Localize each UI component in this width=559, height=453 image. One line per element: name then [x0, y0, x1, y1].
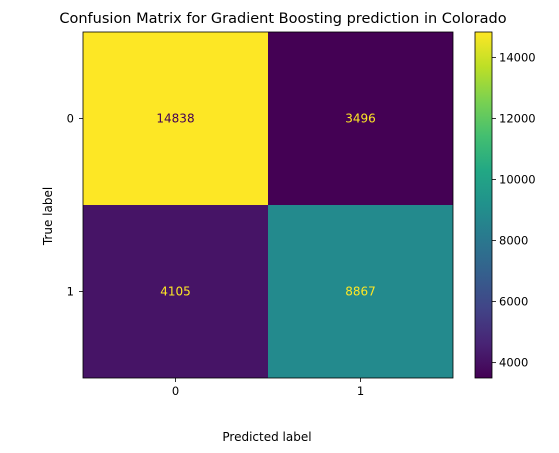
colorbar-tick-label: 12000 — [499, 112, 536, 126]
y-tick-label: 0 — [67, 112, 74, 126]
matrix-axes: 0 1 0 1 — [67, 31, 454, 398]
colorbar: 4000 6000 8000 10000 12000 14000 — [474, 31, 536, 379]
matrix-cell — [83, 205, 268, 378]
matrix-cell — [83, 32, 268, 205]
cell-value-label: 4105 — [160, 285, 191, 299]
colorbar-gradient — [474, 31, 493, 379]
x-axis-label: Predicted label — [222, 430, 311, 444]
matrix-cell — [268, 32, 453, 205]
colorbar-tick-label: 8000 — [499, 234, 528, 248]
x-tick-label: 0 — [172, 384, 179, 398]
x-tick-label: 1 — [357, 384, 364, 398]
colorbar-tick-label: 14000 — [499, 51, 536, 65]
cell-value-label: 14838 — [156, 112, 194, 126]
colorbar-tick-label: 6000 — [499, 295, 528, 309]
cell-value-label: 3496 — [345, 112, 376, 126]
matrix-cell — [268, 205, 453, 378]
matrix-cells: 14838 3496 4105 8867 — [83, 32, 453, 378]
y-axis-label: True label — [41, 187, 55, 246]
cell-value-label: 8867 — [345, 285, 376, 299]
y-tick-label: 1 — [67, 285, 74, 299]
axes-frame — [82, 31, 454, 379]
colorbar-tick-label: 4000 — [499, 356, 528, 370]
chart-title: Confusion Matrix for Gradient Boosting p… — [59, 11, 506, 27]
colorbar-tick-label: 10000 — [499, 173, 536, 187]
